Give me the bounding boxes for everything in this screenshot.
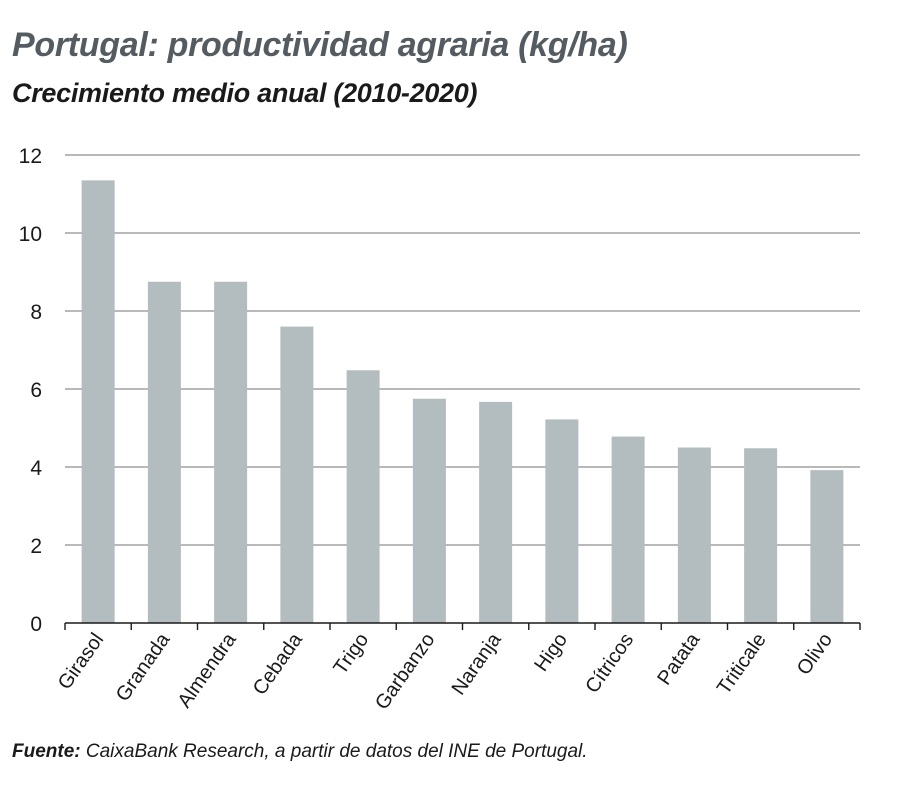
bar-naranja — [479, 401, 513, 623]
bar-trigo — [346, 370, 380, 623]
bar-patata — [677, 447, 711, 623]
x-tick-label: Cítricos — [581, 629, 638, 697]
x-tick-label: Patata — [653, 629, 705, 690]
chart-title: Portugal: productividad agraria (kg/ha) — [12, 26, 628, 64]
x-tick-label: Naranja — [448, 629, 507, 700]
gridlines — [65, 154, 860, 546]
chart-subtitle: Crecimiento medio anual (2010-2020) — [12, 78, 478, 108]
y-tick-labels: 0 2 4 6 8 10 12 — [19, 145, 43, 636]
source-text: CaixaBank Research, a partir de datos de… — [80, 741, 588, 762]
x-tick-label: Trigo — [329, 629, 373, 678]
y-tick-label: 2 — [30, 535, 42, 558]
x-tick-label: Almendra — [174, 629, 242, 712]
source-label: Fuente: — [12, 741, 81, 762]
bar-almendra — [214, 281, 248, 623]
y-tick-label: 10 — [19, 223, 42, 246]
bar-cebada — [280, 326, 314, 623]
y-tick-label: 8 — [30, 301, 42, 324]
y-tick-label: 6 — [30, 379, 42, 402]
bar-girasol — [81, 180, 115, 623]
bar-triticale — [744, 448, 778, 623]
axes — [64, 622, 861, 630]
x-tick-labels: Girasol Granada Almendra Cebada TrigoGarbanz… — [54, 629, 837, 714]
source-note: Fuente: CaixaBank Research, a partir de … — [12, 741, 588, 763]
y-tick-label: 0 — [30, 613, 42, 636]
y-tick-label: 12 — [19, 145, 42, 168]
x-tick-label: Girasol — [54, 629, 108, 694]
x-tick-label: Garbanzo — [371, 629, 439, 714]
bar-granada — [147, 281, 181, 623]
x-tick-label: Triticale — [713, 629, 771, 698]
bar-higo — [545, 419, 579, 623]
x-tick-label: Higo — [530, 629, 572, 675]
bar-olivo — [810, 470, 844, 623]
bars — [81, 180, 844, 623]
bar-cítricos — [611, 436, 645, 623]
bar-garbanzo — [412, 398, 446, 623]
x-tick-label: Olivo — [793, 629, 837, 679]
y-tick-label: 4 — [30, 457, 42, 480]
x-tick-label: Cebada — [249, 629, 308, 700]
bar-chart: 0 2 4 6 8 10 12 Girasol Granada Almendra Cebada Tr… — [19, 145, 861, 714]
x-tick-label: Granada — [112, 629, 175, 706]
